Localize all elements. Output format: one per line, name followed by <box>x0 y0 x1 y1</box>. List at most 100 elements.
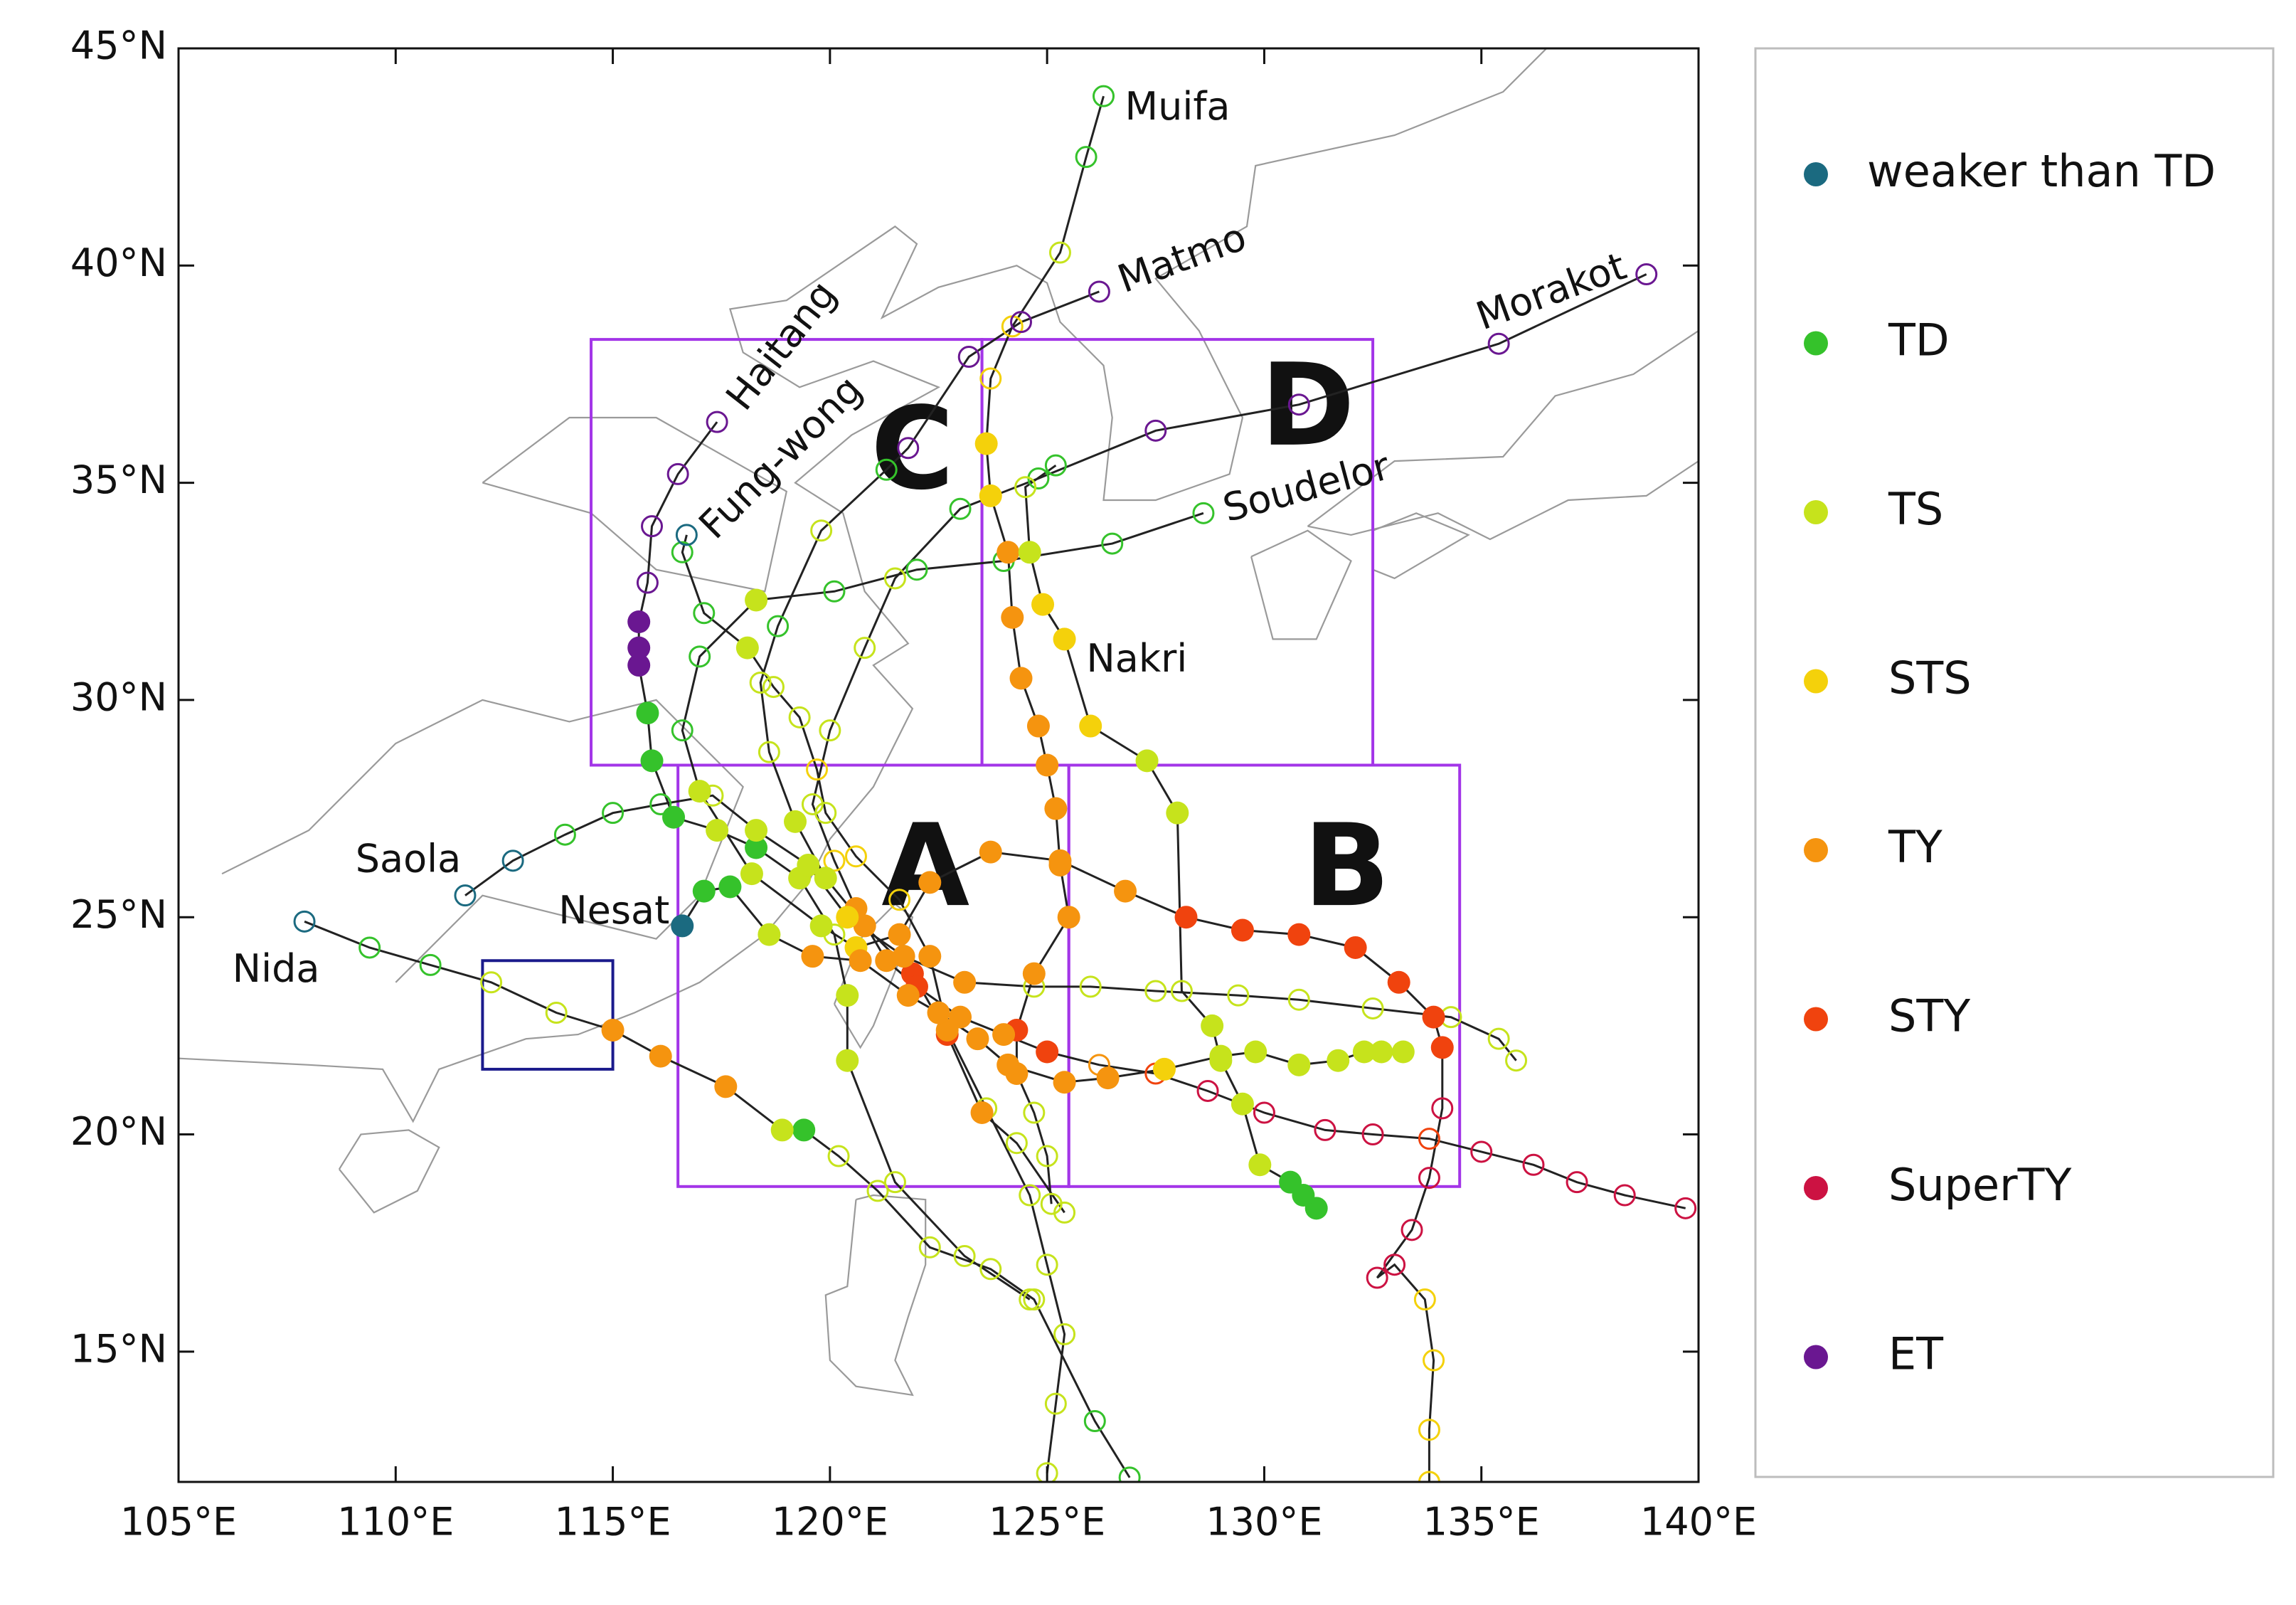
track-point-filled <box>1174 906 1198 929</box>
track-point-hollow <box>1053 1323 1076 1345</box>
track-point-hollow <box>905 558 928 581</box>
legend-label: SuperTY <box>1888 1159 2072 1211</box>
track-point-filled <box>992 1023 1016 1047</box>
track-point-filled <box>809 914 833 938</box>
plot-frame <box>177 47 1700 1483</box>
y-tick-label: 25°N <box>70 892 167 937</box>
track-point-filled <box>836 984 859 1007</box>
track-point-hollow <box>1088 280 1110 303</box>
track-point-hollow <box>1170 980 1193 1002</box>
track-point-filled <box>1370 1040 1393 1064</box>
track-point-filled <box>745 819 768 842</box>
coastline <box>1307 329 1699 541</box>
track-point-hollow <box>1505 1049 1528 1072</box>
track-point-hollow <box>1635 263 1658 286</box>
track-point-filled <box>1287 923 1311 946</box>
y-tick-label: 40°N <box>70 240 167 285</box>
track-point-filled <box>836 1049 859 1072</box>
track-point-hollow <box>918 1236 941 1259</box>
track-point-filled <box>979 484 1002 507</box>
x-tick-label: 125°E <box>989 1500 1105 1545</box>
track-point-hollow <box>1036 1254 1058 1276</box>
region-label: A <box>881 799 969 932</box>
track-point-hollow <box>1075 146 1097 169</box>
track-point-filled <box>927 1001 950 1024</box>
track-point-hollow <box>649 793 672 815</box>
track-point-hollow <box>1366 1266 1388 1289</box>
track-point-hollow <box>819 719 841 742</box>
legend-marker <box>1804 1007 1828 1032</box>
track-point-hollow <box>293 910 316 933</box>
track-point-hollow <box>1083 1410 1106 1433</box>
track-point-hollow <box>844 845 867 868</box>
y-tick-label: 30°N <box>70 675 167 720</box>
track-point-hollow <box>1674 1197 1697 1219</box>
track-point-filled <box>1031 593 1055 616</box>
legend-marker <box>1804 669 1828 694</box>
track-point-hollow <box>1418 1128 1440 1150</box>
track-point-filled <box>1166 801 1189 825</box>
track-point-filled <box>996 1053 1020 1076</box>
track-point-filled <box>745 588 768 612</box>
track-point-filled <box>627 610 651 633</box>
coastline <box>824 1194 927 1397</box>
coastline <box>338 1129 440 1214</box>
track-point-hollow <box>545 1002 568 1024</box>
track-point-filled <box>935 1018 959 1042</box>
track-point-hollow <box>706 410 728 433</box>
track-point-hollow <box>1023 1288 1046 1311</box>
legend-label: ET <box>1888 1328 1944 1380</box>
track-point-hollow <box>1048 241 1071 264</box>
legend-label: weaker than TD <box>1867 145 2216 197</box>
track-point-hollow <box>979 1258 1002 1281</box>
storm-name: Nakri <box>1086 636 1187 681</box>
region-label: C <box>871 382 954 515</box>
track-point-filled <box>1096 1066 1120 1090</box>
track-point-hollow <box>1053 1201 1076 1224</box>
track-point-hollow <box>1613 1184 1636 1207</box>
track-point-hollow <box>1079 975 1102 998</box>
storm-name: Saola <box>356 836 462 881</box>
track-point-hollow <box>641 515 664 538</box>
track-point-filled <box>1327 1049 1350 1072</box>
track-point-hollow <box>1014 476 1037 499</box>
track-point-hollow <box>1522 1153 1545 1176</box>
track-point-filled <box>1079 714 1102 738</box>
track-point-hollow <box>636 571 659 594</box>
track-point-filled <box>706 819 729 842</box>
track-point-filled <box>1114 879 1137 903</box>
track-point-filled <box>1048 849 1072 872</box>
track-point-hollow <box>1287 988 1310 1011</box>
track-point-filled <box>1053 627 1076 651</box>
legend-label: TS <box>1888 483 1943 535</box>
track-point-hollow <box>666 462 689 485</box>
region-box <box>980 338 1375 767</box>
track-point-filled <box>688 780 711 803</box>
track-point-filled <box>1279 1170 1302 1194</box>
track-point-hollow <box>1144 419 1167 442</box>
region-label: D <box>1260 339 1355 472</box>
track-point-hollow <box>1314 1118 1336 1141</box>
track-point-hollow <box>1044 454 1067 477</box>
track-point-hollow <box>875 458 898 481</box>
track-point-hollow <box>1192 502 1215 524</box>
track-point-filled <box>918 871 942 894</box>
track-point-filled <box>1248 1153 1272 1177</box>
x-tick-label: 105°E <box>120 1500 237 1545</box>
track-point-filled <box>627 654 651 677</box>
track-point-filled <box>1244 1040 1267 1064</box>
track-point-hollow <box>1101 532 1124 555</box>
track-point-hollow <box>814 802 837 825</box>
track-point-filled <box>970 1101 994 1124</box>
track-point-filled <box>1022 962 1046 985</box>
track-point-hollow <box>480 971 503 994</box>
track-point-hollow <box>949 497 972 520</box>
track-point-hollow <box>762 676 785 699</box>
track-point-filled <box>1009 667 1033 690</box>
track-point-hollow <box>854 637 876 660</box>
track-point-filled <box>797 853 820 876</box>
track-point-hollow <box>1227 984 1250 1007</box>
track-point-filled <box>953 970 977 994</box>
